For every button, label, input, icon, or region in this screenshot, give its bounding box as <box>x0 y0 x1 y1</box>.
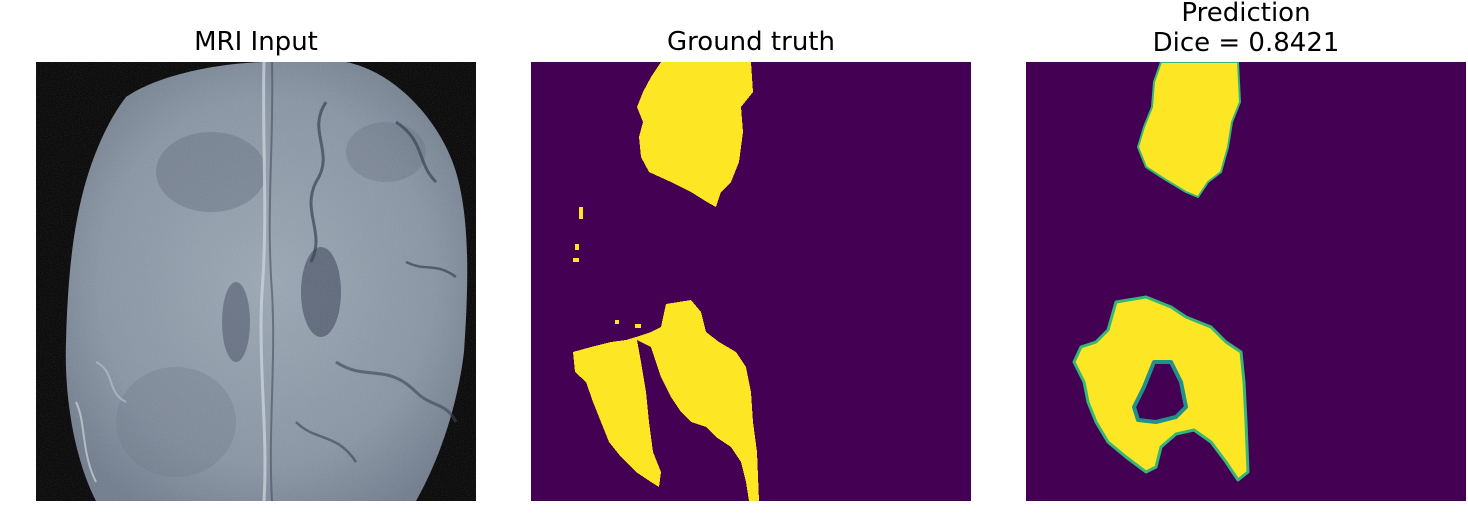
pred-upper-lesion <box>1137 62 1241 198</box>
mri-input-title: MRI Input <box>194 27 318 57</box>
ground-truth-mask <box>531 62 971 501</box>
mri-input-image <box>36 62 476 501</box>
prediction-panel: Prediction Dice = 0.8421 <box>1026 0 1466 525</box>
dice-score-label: Dice = 0.8421 <box>1152 28 1340 58</box>
pred-hole <box>1132 360 1188 424</box>
prediction-mask <box>1026 62 1466 501</box>
prediction-title: Prediction <box>1181 0 1311 28</box>
gt-lower-lesion <box>573 300 759 501</box>
gt-upper-lesion <box>637 62 753 207</box>
mri-input-panel: MRI Input <box>36 0 476 525</box>
ground-truth-title: Ground truth <box>667 27 835 57</box>
ground-truth-panel: Ground truth <box>531 0 971 525</box>
